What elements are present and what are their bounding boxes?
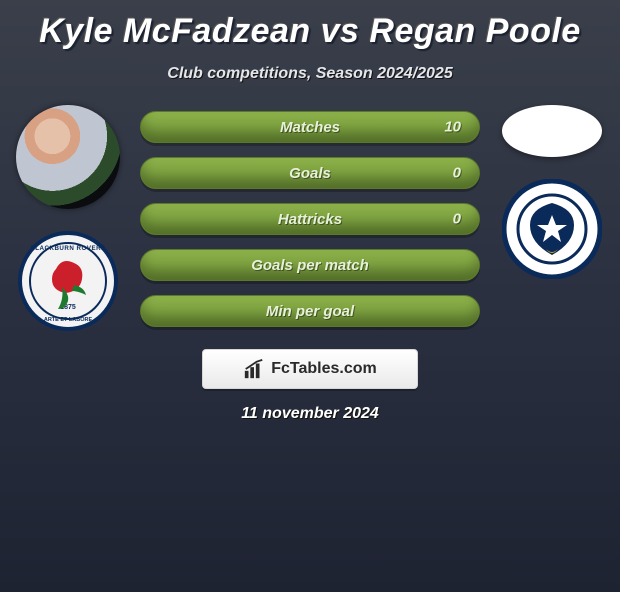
svg-text:BLACKBURN ROVERS: BLACKBURN ROVERS bbox=[30, 245, 105, 252]
player-right-avatar bbox=[502, 105, 602, 157]
page-title: Kyle McFadzean vs Regan Poole bbox=[0, 12, 620, 51]
brand-badge[interactable]: FcTables.com bbox=[202, 349, 418, 389]
stat-pill: Hattricks 0 bbox=[140, 203, 480, 235]
svg-text:ARTE ET LABORE: ARTE ET LABORE bbox=[44, 317, 93, 323]
brand-text: FcTables.com bbox=[271, 360, 377, 378]
comparison-stage: BLACKBURN ROVERS ARTE ET LABORE 1875 Mat… bbox=[0, 105, 620, 327]
page-subtitle: Club competitions, Season 2024/2025 bbox=[0, 65, 620, 83]
stat-pill-list: Matches 10 Goals 0 Hattricks 0 Goals per… bbox=[140, 105, 480, 327]
stat-label: Goals per match bbox=[251, 257, 369, 274]
club-left-crest-icon: BLACKBURN ROVERS ARTE ET LABORE 1875 bbox=[18, 231, 118, 331]
stat-pill: Min per goal bbox=[140, 295, 480, 327]
stat-value: 10 bbox=[444, 119, 461, 136]
club-right-crest-icon bbox=[502, 179, 602, 279]
stat-label: Hattricks bbox=[278, 211, 342, 228]
stat-pill: Goals 0 bbox=[140, 157, 480, 189]
stat-label: Goals bbox=[289, 165, 331, 182]
infographic-date: 11 november 2024 bbox=[0, 405, 620, 423]
stat-pill: Matches 10 bbox=[140, 111, 480, 143]
stat-pill: Goals per match bbox=[140, 249, 480, 281]
left-player-column: BLACKBURN ROVERS ARTE ET LABORE 1875 bbox=[8, 105, 128, 331]
stat-value: 0 bbox=[453, 211, 461, 228]
bars-icon bbox=[243, 358, 265, 380]
stat-value: 0 bbox=[453, 165, 461, 182]
right-player-column bbox=[492, 105, 612, 279]
stat-label: Min per goal bbox=[266, 303, 354, 320]
stat-label: Matches bbox=[280, 119, 340, 136]
player-left-avatar bbox=[16, 105, 120, 209]
